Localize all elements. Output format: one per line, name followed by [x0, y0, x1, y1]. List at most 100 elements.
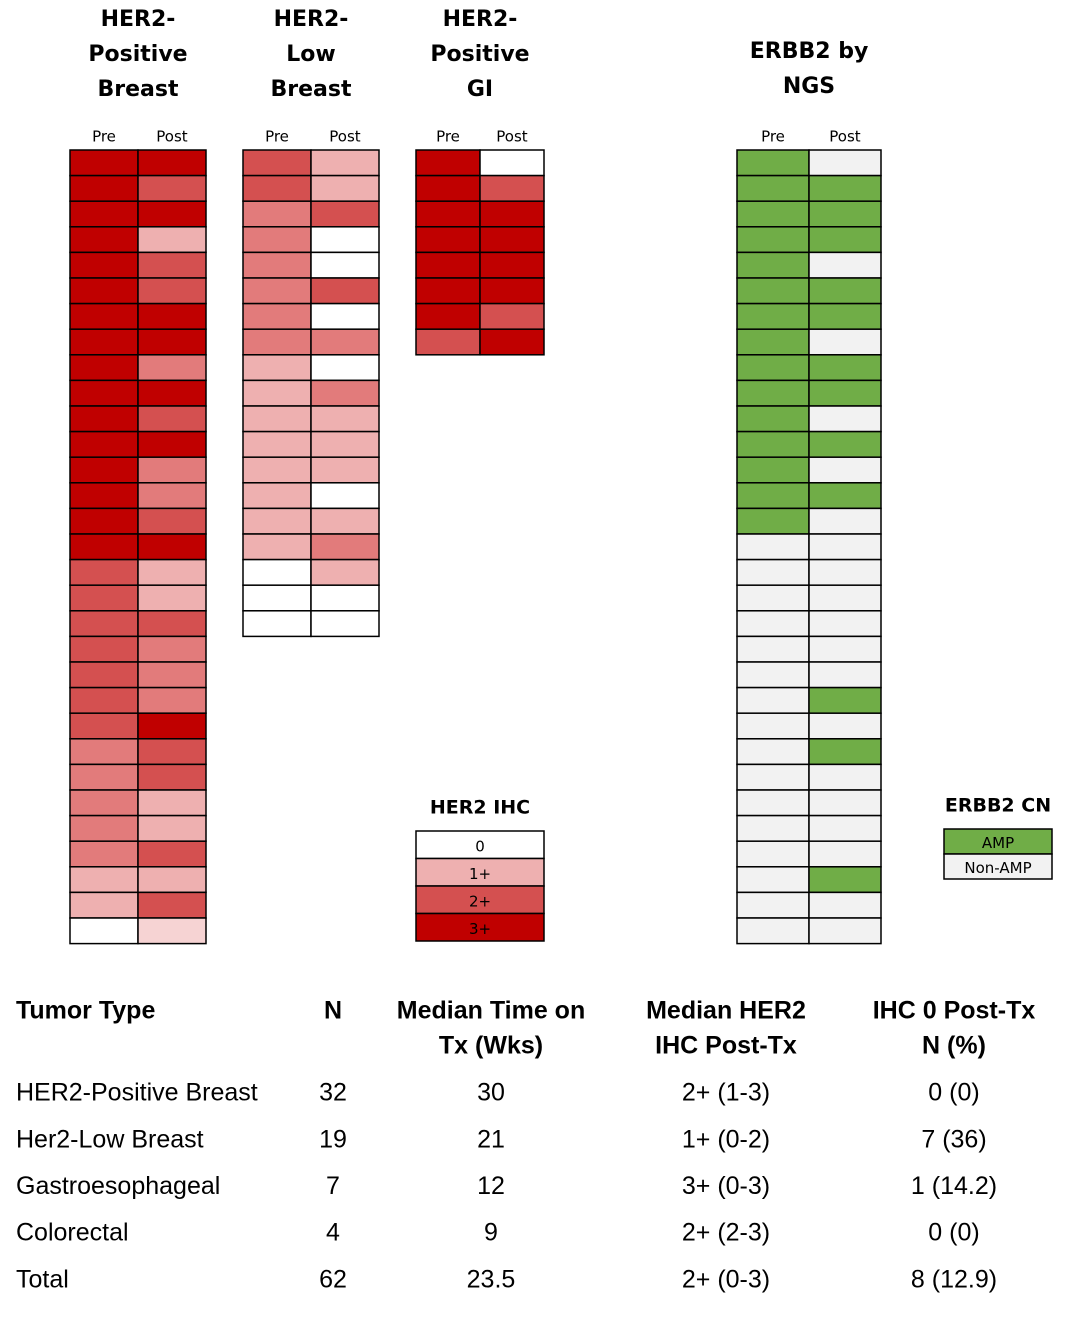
- heatmap-cell: [736, 584, 810, 612]
- heatmap-cell: [310, 610, 380, 638]
- heatmap-cell: [310, 354, 380, 382]
- heatmap-cell: [736, 430, 810, 458]
- table-cell: 62: [319, 1265, 347, 1293]
- legend-label: 0: [475, 837, 485, 855]
- table-cell: 8 (12.9): [911, 1265, 997, 1293]
- heatmap-cell: [137, 200, 207, 228]
- table-header: IHC 0 Post-Tx: [873, 997, 1036, 1025]
- heatmap-cell: [310, 507, 380, 535]
- heatmap-cell: [415, 174, 481, 202]
- table-header: Tx (Wks): [439, 1032, 543, 1060]
- panel-title: GI: [467, 77, 493, 102]
- table-cell: 9: [484, 1219, 498, 1247]
- heatmap-cell: [310, 405, 380, 433]
- heatmap-cell: [808, 891, 882, 919]
- heatmap-cell: [736, 405, 810, 433]
- heatmap-cell: [137, 379, 207, 407]
- column-label: Post: [829, 128, 861, 146]
- heatmap-cell: [736, 226, 810, 254]
- heatmap-cell: [310, 584, 380, 612]
- heatmap-cell: [69, 584, 139, 612]
- heatmap-cell: [137, 840, 207, 868]
- heatmap-cell: [242, 558, 312, 586]
- heatmap-cell: [310, 200, 380, 228]
- legend-swatch: [415, 830, 545, 860]
- heatmap-cell: [479, 149, 545, 177]
- heatmap-cell: [310, 302, 380, 330]
- heatmap-cell: [137, 635, 207, 663]
- heatmap-cell: [69, 251, 139, 279]
- heatmap-cell: [808, 482, 882, 510]
- heatmap-cell: [137, 328, 207, 356]
- heatmap-cell: [736, 558, 810, 586]
- heatmap-cell: [415, 277, 481, 305]
- legend-label: Non-AMP: [964, 859, 1031, 877]
- panel-title: Breast: [271, 77, 352, 102]
- heatmap-cell: [137, 226, 207, 254]
- heatmap-cell: [808, 251, 882, 279]
- heatmap-cell: [137, 738, 207, 766]
- heatmap-cell: [137, 558, 207, 586]
- heatmap-cell: [736, 661, 810, 689]
- heatmap-cell: [242, 430, 312, 458]
- heatmap-cell: [808, 456, 882, 484]
- heatmap-cell: [137, 430, 207, 458]
- heatmap-cell: [137, 302, 207, 330]
- table-cell: Total: [16, 1265, 69, 1293]
- heatmap-cell: [808, 354, 882, 382]
- heatmap-cell: [808, 149, 882, 177]
- heatmap-cell: [69, 840, 139, 868]
- heatmap-cell: [69, 149, 139, 177]
- heatmap-cell: [736, 789, 810, 817]
- heatmap-cell: [310, 277, 380, 305]
- heatmap-cell: [808, 814, 882, 842]
- heatmap-cell: [736, 712, 810, 740]
- heatmap-cell: [415, 302, 481, 330]
- heatmap-cell: [137, 482, 207, 510]
- table-cell: Colorectal: [16, 1219, 129, 1247]
- column-label: Pre: [92, 128, 116, 146]
- heatmap-cell: [808, 507, 882, 535]
- heatmap-cell: [69, 814, 139, 842]
- heatmap-cell: [736, 174, 810, 202]
- heatmap-cell: [242, 251, 312, 279]
- table-cell: HER2-Positive Breast: [16, 1079, 258, 1107]
- heatmap-cell: [242, 507, 312, 535]
- table-cell: 0 (0): [928, 1219, 979, 1247]
- panel-title: Breast: [98, 77, 179, 102]
- heatmap-cell: [137, 814, 207, 842]
- heatmap-cell: [69, 635, 139, 663]
- heatmap-cell: [69, 789, 139, 817]
- heatmap-cell: [69, 174, 139, 202]
- heatmap-cell: [808, 917, 882, 945]
- heatmap-cell: [736, 738, 810, 766]
- table-cell: 7: [326, 1172, 340, 1200]
- heatmap-cell: [242, 328, 312, 356]
- panel-title: Low: [286, 42, 335, 67]
- heatmap-cell: [415, 251, 481, 279]
- heatmap-cell: [310, 379, 380, 407]
- heatmap-cell: [310, 533, 380, 561]
- heatmap-cell: [415, 149, 481, 177]
- table-cell: 1 (14.2): [911, 1172, 997, 1200]
- heatmap-cell: [69, 712, 139, 740]
- heatmap-cell: [310, 226, 380, 254]
- heatmap-cell: [736, 379, 810, 407]
- heatmap-cell: [808, 328, 882, 356]
- heatmap-cell: [736, 533, 810, 561]
- heatmap-cell: [137, 277, 207, 305]
- heatmap-cell: [310, 456, 380, 484]
- panel-title: HER2-: [443, 7, 518, 32]
- heatmap-cell: [808, 661, 882, 689]
- heatmap-cell: [808, 533, 882, 561]
- heatmap-cell: [808, 558, 882, 586]
- heatmap-cell: [137, 789, 207, 817]
- heatmap-cell: [137, 891, 207, 919]
- heatmap-cell: [310, 430, 380, 458]
- column-label: Post: [496, 128, 528, 146]
- heatmap-cell: [69, 558, 139, 586]
- heatmap-cell: [137, 456, 207, 484]
- heatmap-cell: [808, 866, 882, 894]
- legend-label: 2+: [469, 892, 491, 910]
